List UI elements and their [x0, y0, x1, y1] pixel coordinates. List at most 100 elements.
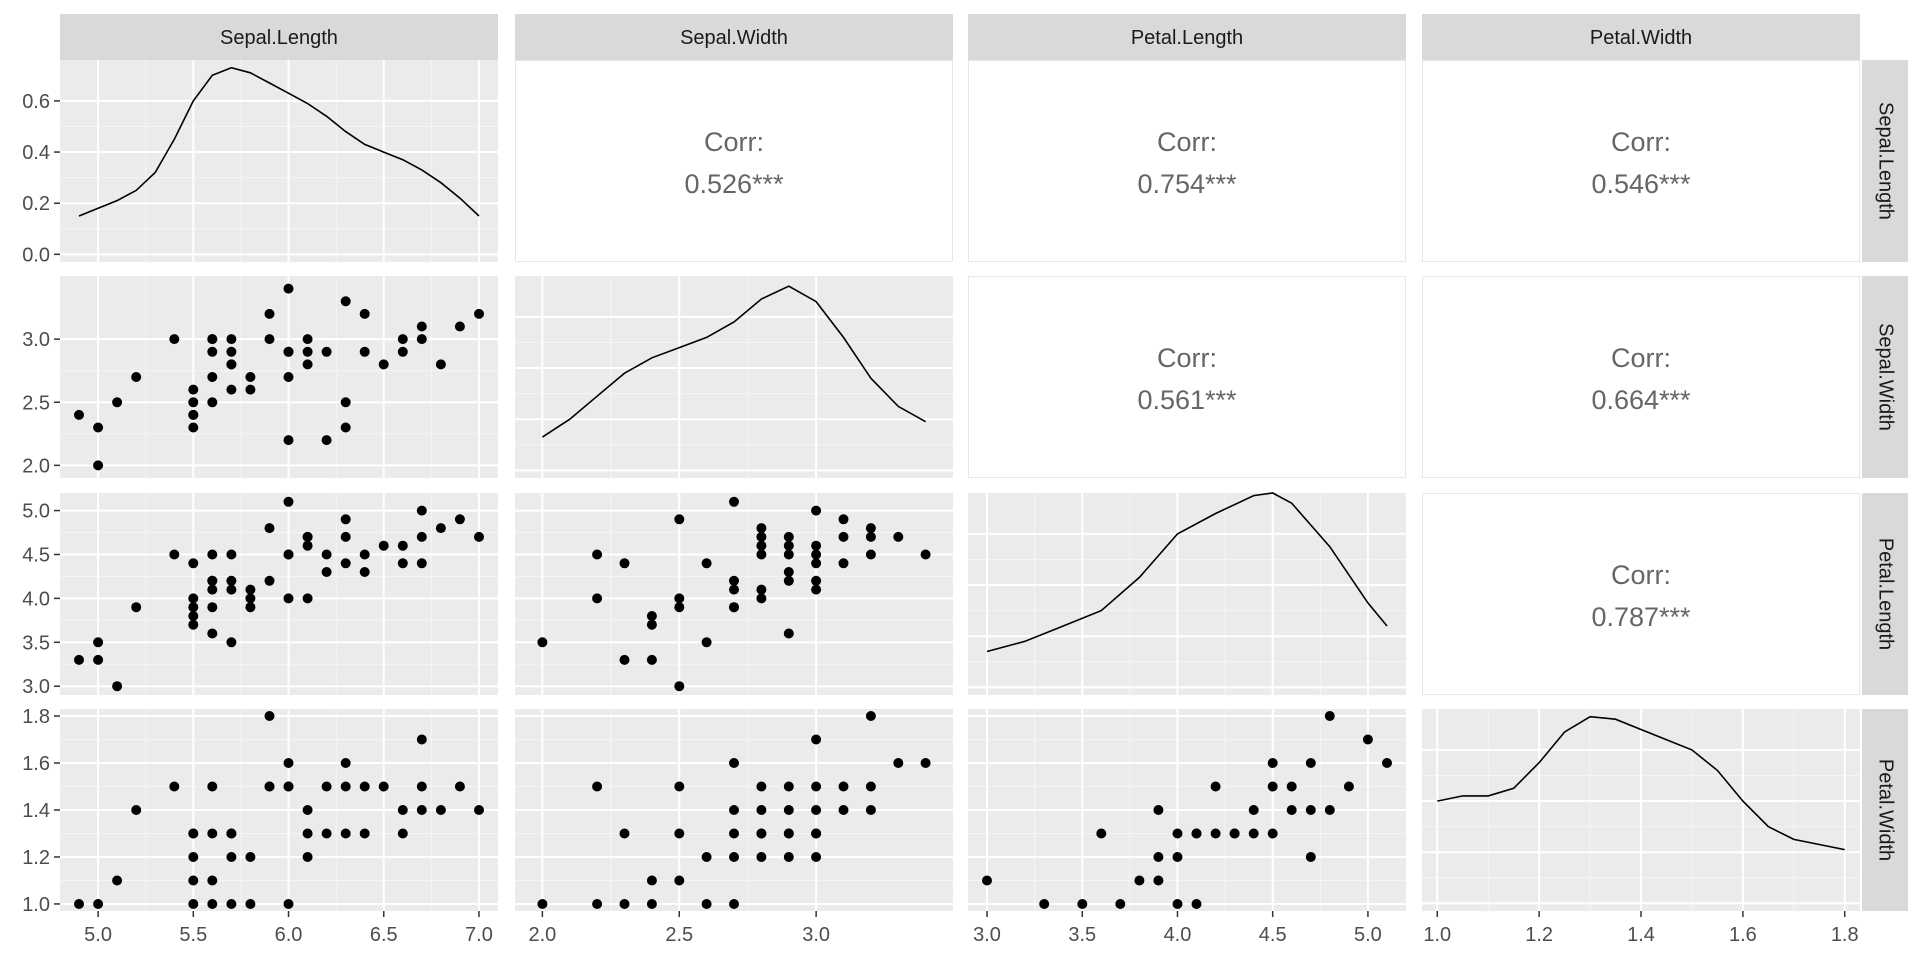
corr-sepal-width-petal-width-label: Corr:	[1611, 343, 1671, 373]
scatter-point	[131, 372, 142, 382]
scatter-point	[74, 409, 84, 420]
scatter-point	[619, 899, 630, 909]
scatter-point	[226, 346, 237, 357]
scatter-point	[93, 899, 104, 909]
scatter-point	[474, 805, 484, 815]
scatter-point	[264, 711, 275, 721]
scatter-point	[783, 828, 794, 839]
y-tick-label-sepal-width: 2.5	[22, 392, 50, 414]
scatter-point	[729, 584, 739, 595]
scatter-point	[74, 654, 84, 665]
scatter-point	[729, 828, 739, 839]
scatter-point	[397, 828, 408, 839]
scatter-point	[226, 584, 237, 595]
scatter-point	[811, 805, 822, 815]
scatter-point	[321, 549, 332, 560]
row-label-sepal-width: Sepal.Width	[1875, 323, 1897, 431]
scatter-point	[340, 514, 351, 525]
corr-sepal-length-petal-width-label: Corr:	[1611, 127, 1671, 157]
scatter-point	[207, 781, 218, 792]
corr-sepal-length-petal-width-panel	[1422, 60, 1860, 262]
scatter-point	[416, 531, 427, 542]
scatter-point	[893, 531, 904, 542]
column-strip-petal-width	[1422, 14, 1860, 60]
scatter-point	[435, 359, 446, 370]
scatter-point	[340, 296, 351, 307]
column-label-petal-length: Petal.Length	[1131, 27, 1243, 49]
corr-sepal-length-sepal-width-panel	[515, 60, 953, 262]
scatter-point	[264, 523, 275, 534]
scatter-point	[783, 549, 794, 560]
scatter-point	[783, 781, 794, 792]
scatter-point	[1248, 805, 1259, 815]
y-tick-label-petal-length: 3.0	[22, 676, 50, 698]
scatter-point	[1229, 828, 1240, 839]
scatter-point	[169, 549, 180, 560]
scatter-point	[188, 611, 199, 621]
scatter-panel-sepal-length-vs-petal-length-background	[60, 493, 498, 695]
scatter-point	[302, 540, 313, 551]
scatter-point	[226, 637, 237, 648]
x-tick-label-petal-length: 5.0	[1354, 924, 1382, 946]
scatter-point	[359, 781, 370, 792]
scatter-point	[378, 781, 389, 792]
density-panel-petal-length-background	[968, 493, 1406, 695]
density-panel-petal-length-gridlines	[968, 493, 1406, 695]
scatter-point	[131, 805, 142, 815]
scatter-point	[340, 422, 351, 433]
scatter-point	[416, 805, 427, 815]
scatter-point	[783, 805, 794, 815]
scatter-point	[1382, 758, 1392, 768]
scatter-point	[474, 531, 484, 542]
scatter-point	[245, 384, 256, 395]
scatter-point	[811, 549, 822, 560]
y-tick-label-sepal-length: 0.2	[22, 193, 50, 215]
scatter-point	[893, 758, 904, 768]
scatter-point	[756, 531, 767, 542]
scatter-point	[674, 875, 685, 886]
scatter-point	[188, 397, 199, 408]
scatter-point	[283, 496, 294, 507]
scatter-point	[865, 805, 876, 815]
scatter-point	[1153, 805, 1164, 815]
scatter-point	[701, 637, 712, 648]
scatter-point	[93, 654, 104, 665]
scatter-point	[264, 575, 275, 586]
corr-sepal-width-petal-width-panel	[1422, 276, 1860, 478]
scatter-panel-sepal-length-vs-petal-width-gridlines	[60, 709, 498, 911]
scatter-point	[865, 549, 876, 560]
scatter-point	[340, 758, 351, 768]
y-tick-label-petal-length: 4.5	[22, 544, 50, 566]
scatter-point	[619, 828, 630, 839]
corr-sepal-length-sepal-width-value: 0.526***	[684, 169, 784, 199]
column-strip-petal-length	[968, 14, 1406, 60]
y-tick-label-sepal-length: 0.6	[22, 91, 50, 113]
scatter-point	[783, 531, 794, 542]
scatter-point	[865, 531, 876, 542]
scatter-point	[283, 593, 294, 604]
row-strip-sepal-length	[1862, 60, 1908, 262]
scatter-point	[701, 558, 712, 569]
x-tick-label-sepal-width: 2.0	[528, 924, 556, 946]
scatter-point	[188, 602, 199, 613]
scatter-point	[397, 540, 408, 551]
scatter-point	[756, 781, 767, 792]
corr-sepal-length-petal-length-label: Corr:	[1157, 127, 1217, 157]
scatter-point	[245, 372, 256, 382]
scatter-point	[340, 828, 351, 839]
scatter-point	[674, 828, 685, 839]
scatter-point	[188, 593, 199, 604]
scatter-point	[1267, 758, 1278, 768]
scatter-point	[340, 397, 351, 408]
scatter-point	[811, 584, 822, 595]
scatter-point	[397, 334, 408, 345]
scatter-point	[838, 514, 849, 525]
x-tick-label-sepal-width: 3.0	[802, 924, 830, 946]
x-tick-label-petal-width: 1.4	[1627, 924, 1655, 946]
scatter-point	[474, 308, 484, 319]
scatter-point	[701, 852, 712, 862]
scatter-point	[207, 828, 218, 839]
scatter-point	[207, 602, 218, 613]
scatter-point	[729, 496, 739, 507]
